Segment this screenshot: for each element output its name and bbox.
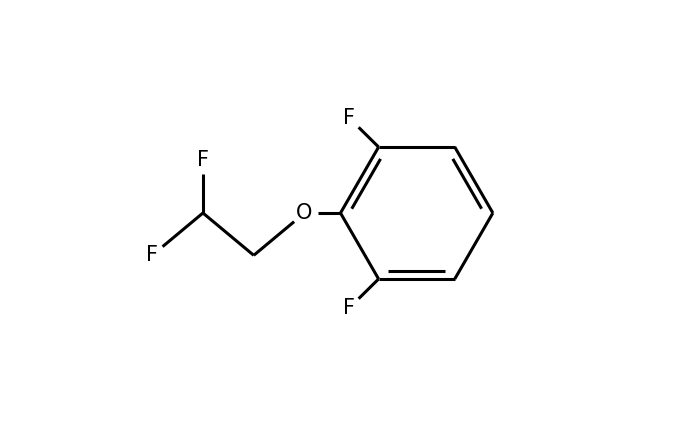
Text: F: F: [146, 245, 158, 265]
Text: F: F: [343, 108, 355, 128]
Text: F: F: [197, 150, 209, 170]
Text: F: F: [343, 298, 355, 318]
Text: O: O: [296, 203, 313, 223]
